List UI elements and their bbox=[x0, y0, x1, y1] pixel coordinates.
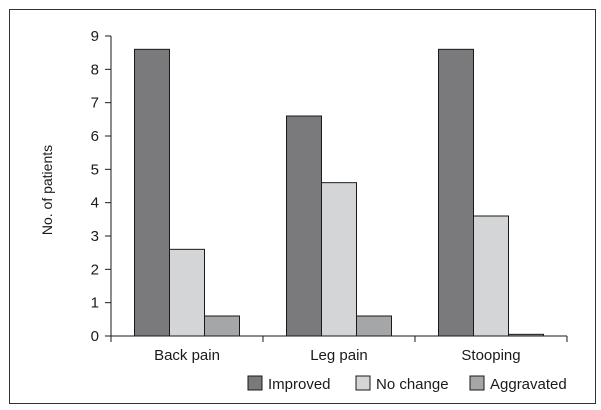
legend-label: Aggravated bbox=[490, 376, 567, 393]
y-axis-label: No. of patients bbox=[39, 145, 55, 235]
legend-label: No change bbox=[376, 376, 449, 393]
legend-label: Improved bbox=[268, 376, 331, 393]
bar-no-change-leg-pain bbox=[321, 182, 357, 337]
bar-aggravated-leg-pain bbox=[356, 315, 392, 337]
x-axis: Back pain Leg pain Stooping bbox=[110, 335, 568, 364]
y-tick-label: 4 bbox=[91, 195, 99, 212]
y-tick-label: 5 bbox=[91, 161, 99, 178]
legend: Improved No change Aggravated bbox=[247, 375, 567, 393]
legend-swatch bbox=[469, 375, 485, 391]
bar-no-change-back-pain bbox=[169, 248, 205, 337]
y-tick-label: 2 bbox=[91, 261, 99, 278]
y-tick-label: 0 bbox=[91, 328, 99, 345]
bar-improved-stooping bbox=[438, 48, 474, 337]
y-axis: 0 1 2 3 4 5 6 7 8 9 bbox=[91, 28, 112, 345]
bar-improved-back-pain bbox=[134, 48, 170, 337]
legend-swatch bbox=[247, 375, 263, 391]
bar-aggravated-back-pain bbox=[204, 315, 240, 337]
y-tick-label: 7 bbox=[91, 95, 99, 112]
y-tick-label: 8 bbox=[91, 61, 99, 78]
y-tick-label: 3 bbox=[91, 228, 99, 245]
y-tick-label: 9 bbox=[91, 28, 99, 45]
y-tick-label: 1 bbox=[91, 295, 99, 312]
x-category-label: Leg pain bbox=[310, 347, 368, 364]
y-tick-label: 6 bbox=[91, 128, 99, 145]
bar-aggravated-stooping bbox=[508, 333, 544, 337]
legend-swatch bbox=[355, 375, 371, 391]
bar-no-change-stooping bbox=[473, 215, 509, 337]
x-category-label: Back pain bbox=[154, 347, 220, 364]
bars bbox=[134, 48, 544, 337]
bar-improved-leg-pain bbox=[286, 115, 322, 337]
x-category-label: Stooping bbox=[461, 347, 520, 364]
